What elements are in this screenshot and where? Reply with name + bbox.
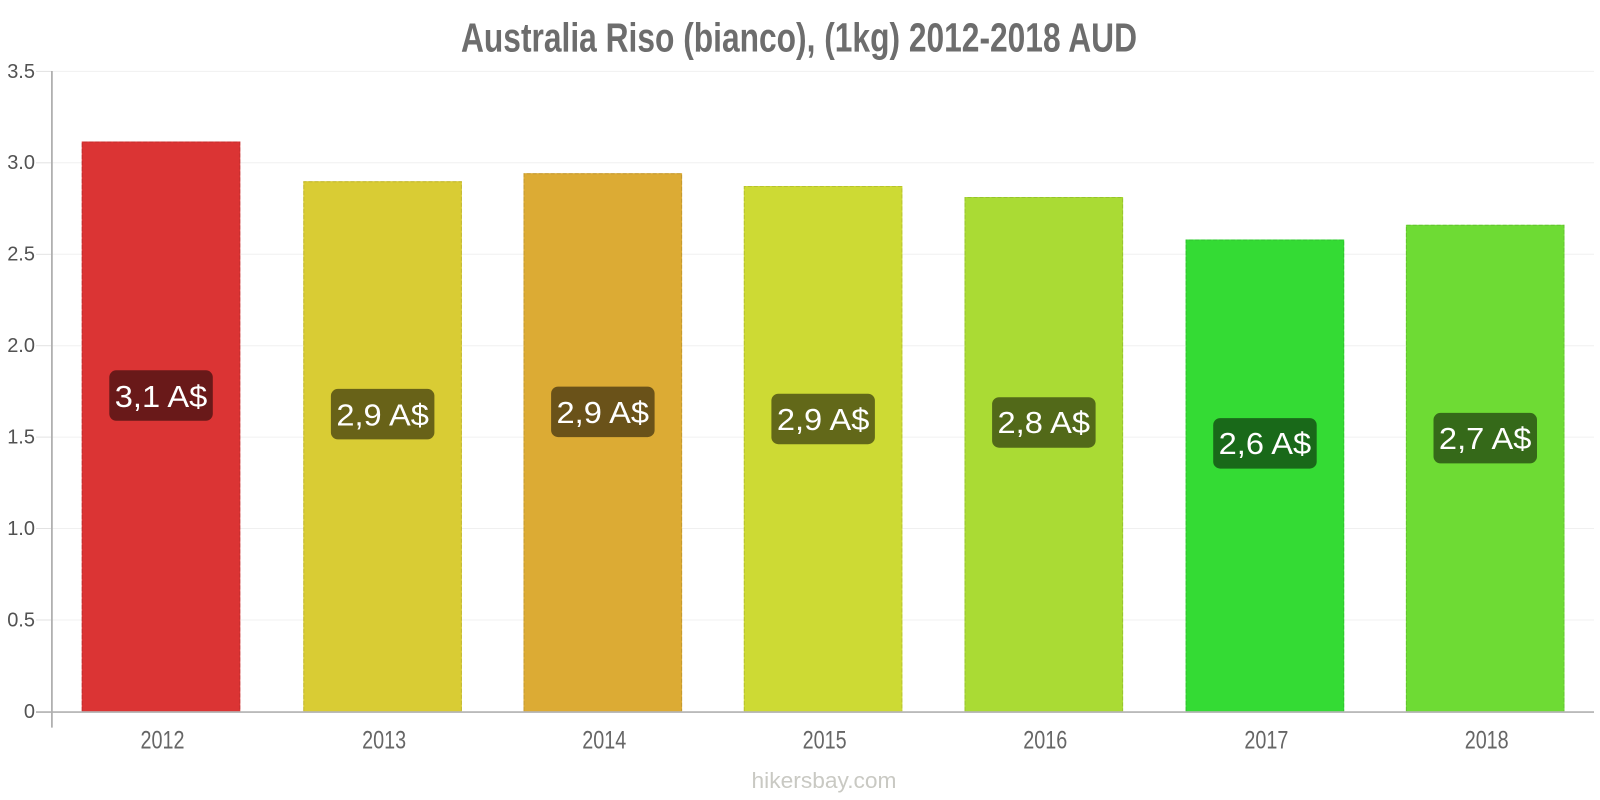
svg-text:3,1 A$: 3,1 A$ (115, 379, 208, 414)
svg-text:2013: 2013 (362, 727, 406, 755)
svg-text:2,7 A$: 2,7 A$ (1439, 421, 1532, 456)
svg-text:2,9 A$: 2,9 A$ (557, 395, 650, 430)
svg-text:1.5: 1.5 (7, 427, 35, 449)
svg-text:2,8 A$: 2,8 A$ (998, 405, 1091, 440)
svg-text:2017: 2017 (1244, 727, 1288, 755)
svg-text:Australia Riso (bianco), (1kg): Australia Riso (bianco), (1kg) 2012-2018… (461, 14, 1137, 60)
svg-text:2,9 A$: 2,9 A$ (777, 402, 870, 437)
svg-text:2018: 2018 (1465, 727, 1509, 755)
svg-text:2,6 A$: 2,6 A$ (1219, 426, 1312, 461)
svg-text:2012: 2012 (141, 727, 185, 755)
svg-text:2.0: 2.0 (7, 335, 35, 357)
svg-text:2015: 2015 (803, 727, 847, 755)
svg-text:2016: 2016 (1023, 727, 1067, 755)
svg-text:0.5: 0.5 (7, 609, 35, 631)
svg-text:3.0: 3.0 (7, 152, 35, 174)
svg-text:1.0: 1.0 (7, 518, 35, 540)
svg-text:2,9 A$: 2,9 A$ (336, 397, 429, 432)
svg-text:2014: 2014 (582, 727, 626, 755)
svg-text:2.5: 2.5 (7, 244, 35, 266)
svg-text:3.5: 3.5 (7, 61, 35, 83)
svg-text:hikersbay.com: hikersbay.com (752, 768, 897, 793)
svg-text:0: 0 (24, 701, 35, 723)
